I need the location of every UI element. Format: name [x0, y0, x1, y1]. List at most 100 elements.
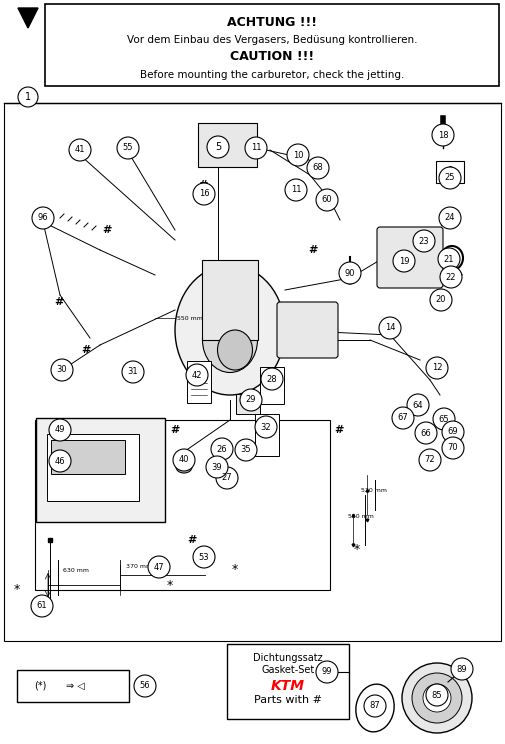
- Text: 64: 64: [413, 400, 423, 409]
- FancyBboxPatch shape: [35, 420, 330, 590]
- Text: (*): (*): [34, 681, 46, 691]
- Circle shape: [439, 207, 461, 229]
- FancyBboxPatch shape: [227, 644, 349, 719]
- Text: 40: 40: [179, 455, 189, 464]
- Text: 87: 87: [370, 702, 380, 711]
- Text: *: *: [14, 583, 20, 597]
- Circle shape: [423, 684, 451, 712]
- Ellipse shape: [433, 363, 443, 373]
- Circle shape: [433, 408, 455, 430]
- Text: 11: 11: [291, 185, 301, 194]
- Text: #: #: [309, 245, 318, 255]
- Text: 70: 70: [448, 443, 459, 452]
- FancyBboxPatch shape: [255, 414, 279, 456]
- Text: 21: 21: [444, 254, 454, 263]
- Text: 25: 25: [445, 173, 455, 182]
- Circle shape: [439, 167, 461, 189]
- Text: #: #: [81, 345, 91, 355]
- Text: 19: 19: [399, 257, 409, 266]
- Text: KTM: KTM: [271, 679, 305, 693]
- Circle shape: [211, 438, 233, 460]
- Ellipse shape: [211, 461, 225, 473]
- Circle shape: [339, 262, 361, 284]
- Text: 630 mm: 630 mm: [63, 568, 89, 574]
- Text: #: #: [334, 425, 344, 435]
- Text: #: #: [170, 425, 180, 435]
- Circle shape: [134, 675, 156, 697]
- Circle shape: [407, 394, 429, 416]
- Ellipse shape: [218, 330, 252, 370]
- Ellipse shape: [454, 663, 470, 675]
- Text: 67: 67: [397, 414, 409, 423]
- FancyBboxPatch shape: [36, 418, 165, 522]
- Text: 11: 11: [251, 144, 261, 153]
- FancyBboxPatch shape: [45, 4, 499, 86]
- Circle shape: [69, 139, 91, 161]
- Circle shape: [393, 250, 415, 272]
- Text: *: *: [167, 579, 173, 591]
- Text: 20: 20: [436, 295, 446, 304]
- Text: 42: 42: [192, 371, 202, 379]
- Text: #: #: [453, 272, 463, 282]
- Text: 35: 35: [241, 446, 251, 455]
- Circle shape: [379, 317, 401, 339]
- Polygon shape: [18, 8, 38, 28]
- Text: 72: 72: [425, 455, 435, 464]
- Text: 53: 53: [198, 553, 209, 562]
- Text: 550 mm: 550 mm: [348, 513, 374, 519]
- Text: #: #: [103, 225, 112, 235]
- Text: 68: 68: [313, 164, 323, 173]
- Circle shape: [426, 684, 448, 706]
- Text: 65: 65: [439, 414, 449, 423]
- Text: *: *: [354, 544, 360, 557]
- Text: 32: 32: [261, 423, 271, 432]
- Circle shape: [430, 289, 452, 311]
- Circle shape: [316, 661, 338, 683]
- Text: 24: 24: [445, 214, 455, 222]
- Ellipse shape: [203, 307, 258, 373]
- Text: *: *: [232, 563, 238, 577]
- Text: Vor dem Einbau des Vergasers, Bedüsung kontrollieren.: Vor dem Einbau des Vergasers, Bedüsung k…: [127, 35, 417, 45]
- Text: 550 mm: 550 mm: [177, 315, 203, 321]
- Ellipse shape: [441, 246, 463, 270]
- Ellipse shape: [344, 266, 356, 284]
- Circle shape: [451, 658, 473, 680]
- Ellipse shape: [429, 359, 447, 377]
- Circle shape: [49, 450, 71, 472]
- Circle shape: [419, 449, 441, 471]
- Text: 10: 10: [293, 150, 303, 159]
- Circle shape: [193, 546, 215, 568]
- Text: 28: 28: [267, 374, 277, 383]
- Circle shape: [440, 266, 462, 288]
- FancyBboxPatch shape: [47, 434, 139, 501]
- Text: 41: 41: [75, 146, 85, 155]
- Circle shape: [49, 419, 71, 441]
- Text: 29: 29: [246, 396, 256, 405]
- Circle shape: [442, 437, 464, 459]
- Ellipse shape: [445, 250, 459, 266]
- Circle shape: [18, 87, 38, 107]
- Text: 18: 18: [438, 130, 448, 139]
- Text: 16: 16: [198, 190, 209, 199]
- Circle shape: [186, 364, 208, 386]
- Text: ACHTUNG !!!: ACHTUNG !!!: [227, 16, 317, 28]
- Circle shape: [148, 556, 170, 578]
- Text: Parts with #: Parts with #: [254, 695, 322, 705]
- Circle shape: [412, 673, 462, 723]
- Text: 31: 31: [128, 368, 138, 376]
- Circle shape: [316, 189, 338, 211]
- Circle shape: [364, 695, 386, 717]
- FancyBboxPatch shape: [187, 361, 211, 403]
- Circle shape: [51, 359, 73, 381]
- Text: 85: 85: [432, 690, 442, 699]
- FancyBboxPatch shape: [4, 103, 501, 641]
- Text: ⇒ ◁: ⇒ ◁: [66, 681, 84, 691]
- Text: 47: 47: [154, 562, 164, 571]
- Text: CAUTION !!!: CAUTION !!!: [230, 51, 314, 63]
- Circle shape: [261, 368, 283, 390]
- Text: 12: 12: [432, 364, 442, 373]
- Circle shape: [426, 357, 448, 379]
- Ellipse shape: [176, 461, 192, 473]
- Text: 39: 39: [212, 463, 222, 472]
- Text: 99: 99: [322, 667, 332, 676]
